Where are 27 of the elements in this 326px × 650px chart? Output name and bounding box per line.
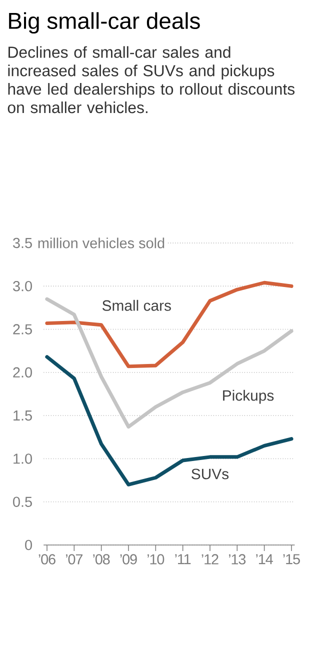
x-tick-label: ’14 bbox=[256, 554, 273, 564]
x-tick-label: ’09 bbox=[120, 554, 137, 564]
x-tick-label: ’08 bbox=[93, 554, 110, 564]
line-series bbox=[45, 280, 294, 368]
y-tick-label: 2.0 bbox=[13, 367, 32, 378]
line-series bbox=[45, 355, 294, 486]
x-tick-label: ’10 bbox=[147, 554, 164, 564]
x-tick-label: ’11 bbox=[175, 554, 191, 564]
x-tick-label: ’07 bbox=[66, 554, 82, 564]
x-tick-label: ’13 bbox=[228, 554, 246, 564]
chart-subtitle: Declines of small-car sales and increased sales of SUVs and pickups have led dealerships to rollout discounts on smaller vehicles. bbox=[8, 46, 295, 114]
series-label: SUVs bbox=[192, 468, 229, 480]
y-tick-label: 3.5 bbox=[13, 238, 32, 248]
y-tick-label: 1.0 bbox=[14, 454, 32, 464]
y-tick-label: 3.0 bbox=[13, 281, 32, 292]
y-axis-title: million vehicles sold bbox=[38, 238, 164, 248]
y-tick-label: 1.5 bbox=[14, 410, 32, 421]
x-tick-label: ’12 bbox=[202, 554, 218, 564]
x-tick-label: ’06 bbox=[38, 554, 56, 564]
y-tick-label: 0.5 bbox=[13, 496, 32, 507]
y-tick-label: 2.5 bbox=[13, 324, 32, 334]
x-tick-label: ’15 bbox=[283, 554, 300, 564]
y-tick-label: 0 bbox=[25, 540, 32, 550]
series-label: Pickups bbox=[223, 390, 274, 404]
line-series bbox=[45, 297, 294, 429]
chart-title: Big small-car deals bbox=[9, 12, 200, 34]
series-label: Small cars bbox=[102, 300, 171, 311]
